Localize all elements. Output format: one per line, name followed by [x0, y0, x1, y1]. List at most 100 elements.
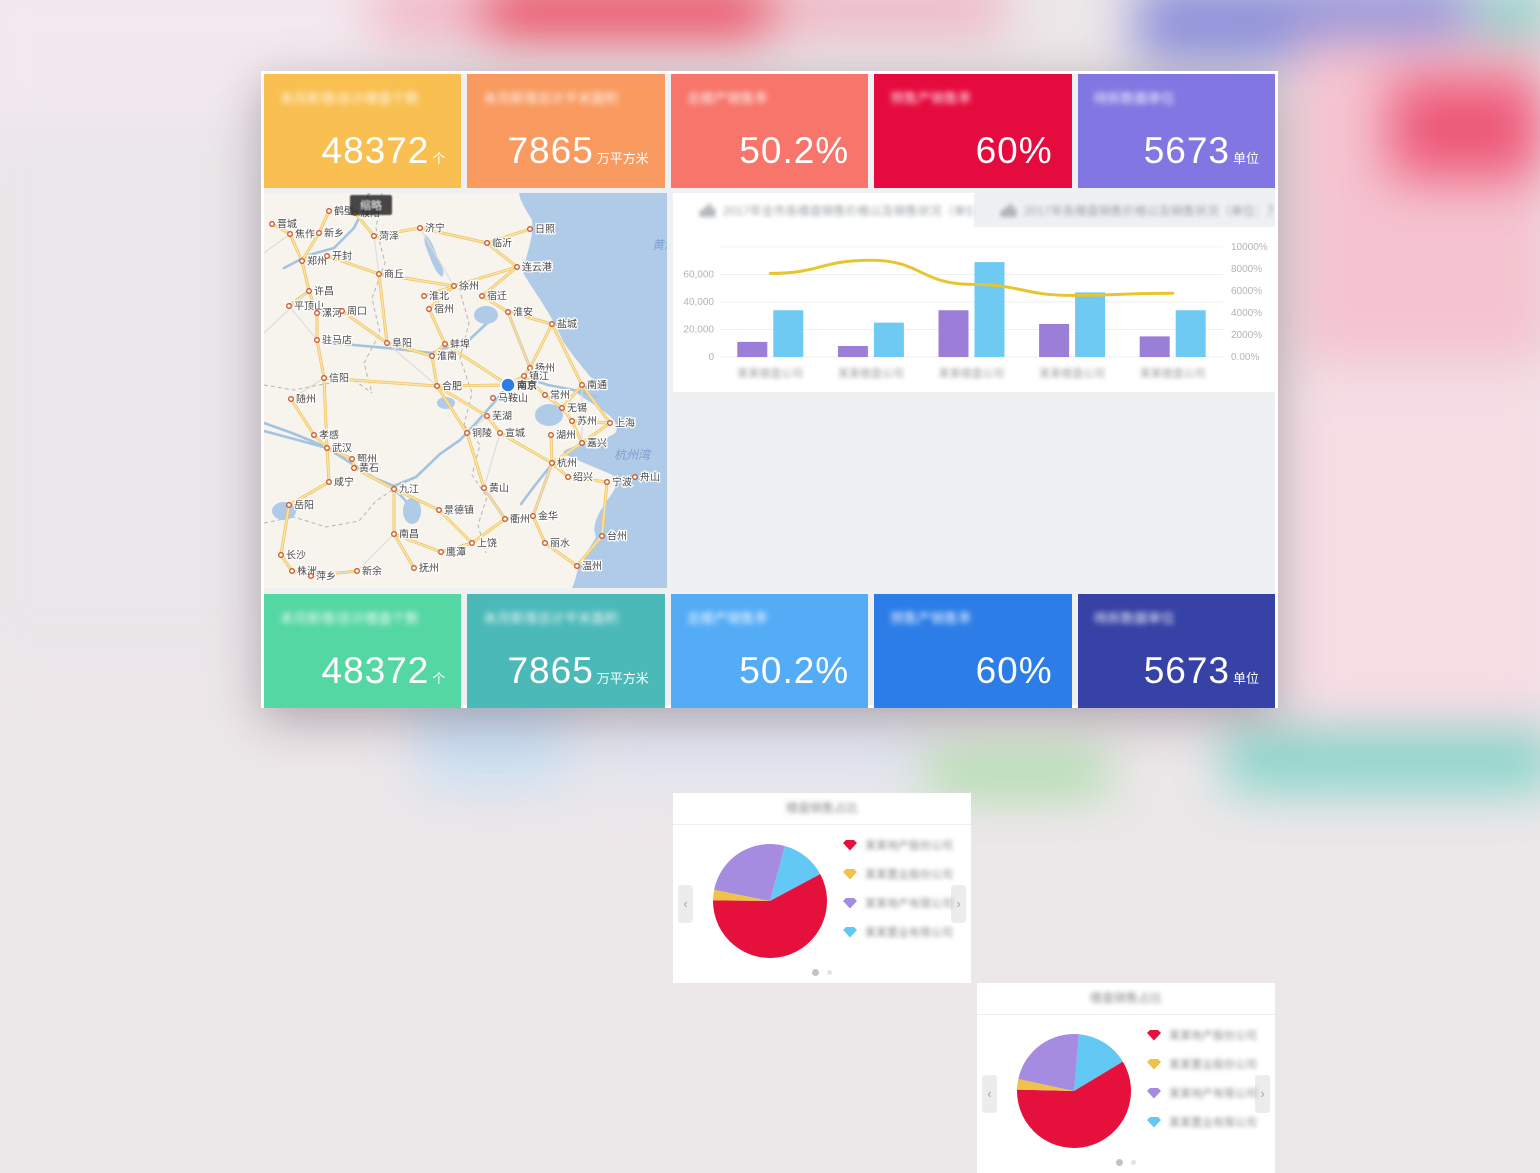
city-label: 平顶山 — [294, 301, 324, 313]
city-label: 马鞍山 — [498, 392, 528, 405]
city-label: 上海 — [615, 417, 635, 430]
city-marker[interactable] — [350, 457, 355, 462]
city-marker[interactable] — [482, 486, 487, 491]
legend-label: 某某置业股份公司 — [1169, 1056, 1257, 1072]
city-marker[interactable] — [470, 541, 475, 546]
city-marker[interactable] — [377, 272, 382, 277]
city-marker[interactable] — [372, 234, 377, 239]
city-marker[interactable] — [307, 289, 312, 294]
city-marker[interactable] — [550, 322, 555, 327]
carousel-next-button[interactable]: › — [1255, 1075, 1270, 1113]
city-marker[interactable] — [580, 383, 585, 388]
city-marker[interactable] — [435, 384, 440, 389]
pagination-dot[interactable] — [827, 970, 832, 975]
city-marker[interactable] — [287, 503, 292, 508]
city-marker[interactable] — [355, 569, 360, 574]
city-marker[interactable] — [580, 441, 585, 446]
city-marker[interactable] — [485, 414, 490, 419]
pagination-dot[interactable] — [1131, 1160, 1136, 1165]
city-marker[interactable] — [437, 508, 442, 513]
city-marker[interactable] — [289, 397, 294, 402]
city-marker[interactable] — [315, 311, 320, 316]
city-label: 咸宁 — [334, 476, 354, 489]
city-marker[interactable] — [491, 396, 496, 401]
city-marker[interactable] — [531, 514, 536, 519]
legend-item: 某某置业有限公司 — [843, 924, 953, 940]
city-marker[interactable] — [543, 541, 548, 546]
svg-text:0: 0 — [708, 352, 714, 363]
city-marker[interactable] — [570, 419, 575, 424]
city-label: 宿迁 — [487, 290, 507, 303]
city-marker[interactable] — [503, 517, 508, 522]
carousel-prev-button[interactable]: ‹ — [678, 885, 693, 923]
carousel-next-button[interactable]: › — [951, 885, 966, 923]
city-marker[interactable] — [575, 564, 580, 569]
city-marker[interactable] — [288, 232, 293, 237]
city-marker[interactable] — [290, 569, 295, 574]
city-marker[interactable] — [340, 309, 345, 314]
city-marker[interactable] — [412, 566, 417, 571]
city-marker[interactable] — [480, 294, 485, 299]
city-marker[interactable] — [385, 341, 390, 346]
carousel-prev-button[interactable]: ‹ — [982, 1075, 997, 1113]
city-marker[interactable] — [543, 393, 548, 398]
map-tooltip[interactable]: 缩略 — [350, 195, 392, 215]
city-marker[interactable] — [515, 265, 520, 270]
city-marker[interactable] — [325, 254, 330, 259]
city-marker[interactable] — [279, 553, 284, 558]
city-marker[interactable] — [315, 338, 320, 343]
pagination-dot[interactable] — [812, 969, 819, 976]
city-marker[interactable] — [427, 307, 432, 312]
city-label: 武汉 — [332, 442, 352, 455]
city-marker[interactable] — [549, 433, 554, 438]
city-marker[interactable] — [522, 374, 527, 379]
city-marker[interactable] — [392, 532, 397, 537]
city-marker[interactable] — [422, 294, 427, 299]
legend-label: 某某地产股份公司 — [1169, 1027, 1257, 1043]
stat-value: 7865 — [507, 650, 593, 692]
city-label: 萍乡 — [316, 571, 336, 583]
city-marker[interactable] — [309, 574, 314, 579]
city-marker[interactable] — [443, 342, 448, 347]
city-marker[interactable] — [300, 259, 305, 264]
city-marker[interactable] — [430, 354, 435, 359]
city-marker[interactable] — [566, 475, 571, 480]
city-marker[interactable] — [605, 480, 610, 485]
city-marker[interactable] — [528, 366, 533, 371]
pagination-dots — [812, 969, 832, 976]
china-map[interactable]: 缩略 晋城鹤壁濮阳新乡焦作郑州开封菏泽济宁商丘徐州许昌平顶山漯河周口淮北宿州驻马… — [264, 193, 667, 588]
svg-text:8000%: 8000% — [1231, 264, 1262, 275]
city-marker[interactable] — [550, 461, 555, 466]
stat-unit: 单位 — [1233, 148, 1259, 167]
city-marker[interactable] — [327, 480, 332, 485]
city-marker[interactable] — [608, 421, 613, 426]
city-marker[interactable] — [452, 284, 457, 289]
city-marker[interactable] — [327, 209, 332, 214]
city-marker[interactable] — [312, 433, 317, 438]
city-marker[interactable] — [439, 550, 444, 555]
city-marker[interactable] — [498, 431, 503, 436]
city-label: 驻马店 — [322, 334, 352, 347]
city-marker[interactable] — [325, 446, 330, 451]
city-marker[interactable] — [392, 487, 397, 492]
chart-tab-2[interactable]: 2017年各楼盘销售价格以及销售状况（单位：万元） — [974, 193, 1275, 227]
city-marker[interactable] — [600, 534, 605, 539]
city-marker[interactable] — [560, 406, 565, 411]
city-marker[interactable] — [465, 431, 470, 436]
city-marker[interactable] — [528, 227, 533, 232]
city-marker[interactable] — [633, 475, 638, 480]
city-marker[interactable] — [322, 376, 327, 381]
city-label: 济宁 — [425, 222, 445, 235]
city-marker[interactable] — [506, 310, 511, 315]
gem-icon — [843, 869, 857, 880]
bar-chart-icon — [1000, 203, 1016, 217]
city-marker[interactable] — [485, 241, 490, 246]
pagination-dot[interactable] — [1116, 1159, 1123, 1166]
city-marker[interactable] — [317, 231, 322, 236]
chart-tab-1[interactable]: 2017年全市各楼盘销售价格以及销售状况（单位：万元） — [673, 193, 974, 227]
city-marker[interactable] — [418, 226, 423, 231]
city-marker[interactable] — [270, 222, 275, 227]
city-marker[interactable] — [287, 304, 292, 309]
selected-city-marker[interactable] — [501, 378, 515, 392]
city-marker[interactable] — [352, 466, 357, 471]
